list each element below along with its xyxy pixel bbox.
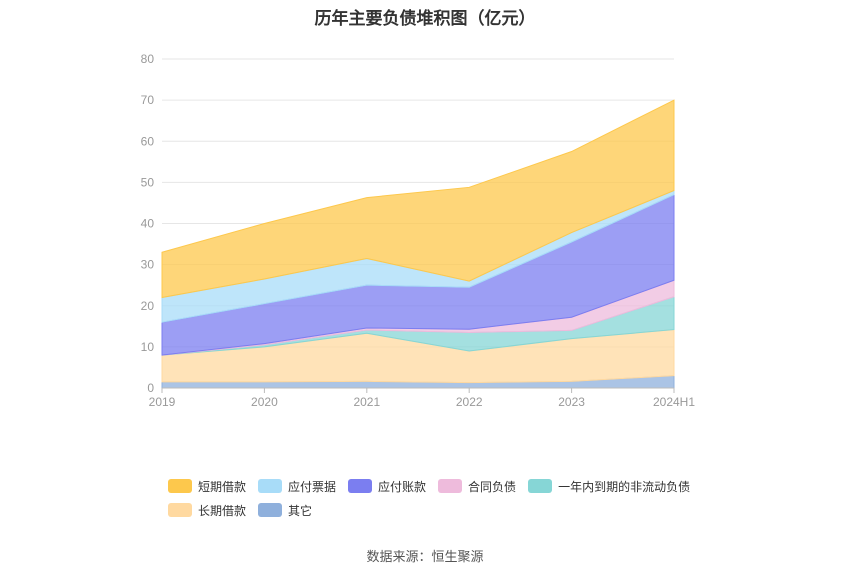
legend-item[interactable]: 短期借款	[168, 478, 246, 495]
legend-swatch	[528, 479, 553, 493]
legend-row: 短期借款 应付票据 应付账款 合同负债 一年内到期的非流动负债	[168, 474, 728, 498]
axes: 0 10 20 30 40 50 60 70 80 2019 2020 2021 2022 2023 202…	[141, 52, 696, 409]
legend-label: 一年内到期的非流动负债	[558, 479, 691, 494]
legend: 短期借款 应付票据 应付账款 合同负债 一年内到期的非流动负债长期借款 其它	[168, 474, 728, 522]
legend-swatch	[438, 479, 463, 493]
legend-label: 短期借款	[198, 479, 247, 494]
y-tick-label: 50	[141, 175, 155, 189]
legend-label: 应付票据	[288, 479, 337, 494]
y-tick-label: 10	[141, 340, 155, 354]
x-tick-label: 2020	[251, 395, 278, 409]
area-短期借款	[161, 99, 675, 299]
x-tick-label: 2024H1	[653, 395, 695, 409]
legend-swatch	[258, 503, 283, 517]
legend-item[interactable]: 应付账款	[348, 478, 426, 495]
y-tick-label: 40	[141, 217, 155, 231]
y-tick-label: 80	[141, 52, 155, 66]
legend-label: 长期借款	[198, 503, 247, 518]
y-tick-label: 30	[141, 258, 155, 272]
legend-label: 其它	[288, 503, 313, 518]
x-tick-label: 2023	[558, 395, 585, 409]
y-tick-label: 60	[141, 134, 155, 148]
stacked-areas	[161, 99, 675, 389]
legend-item[interactable]: 一年内到期的非流动负债	[528, 478, 690, 495]
legend-item[interactable]: 应付票据	[258, 478, 336, 495]
x-tick-label: 2019	[149, 395, 176, 409]
legend-swatch	[168, 503, 192, 517]
data-source: 数据来源：恒生聚源	[366, 549, 484, 564]
legend-item[interactable]: 合同负债	[438, 478, 516, 495]
x-tick-label: 2021	[353, 395, 380, 409]
legend-swatch	[258, 479, 283, 493]
y-tick-label: 20	[141, 299, 155, 313]
x-tick-label: 2022	[456, 395, 483, 409]
chart-title: 历年主要负债堆积图（亿元）	[314, 9, 536, 28]
legend-label: 合同负债	[468, 479, 517, 494]
legend-label: 应付账款	[378, 479, 427, 494]
legend-swatch	[348, 479, 373, 493]
y-tick-label: 0	[147, 381, 154, 395]
legend-swatch	[168, 479, 192, 493]
legend-item[interactable]: 长期借款	[168, 502, 246, 519]
legend-row: 长期借款 其它	[168, 498, 728, 522]
legend-item[interactable]: 其它	[258, 502, 312, 519]
y-tick-label: 70	[141, 93, 155, 107]
